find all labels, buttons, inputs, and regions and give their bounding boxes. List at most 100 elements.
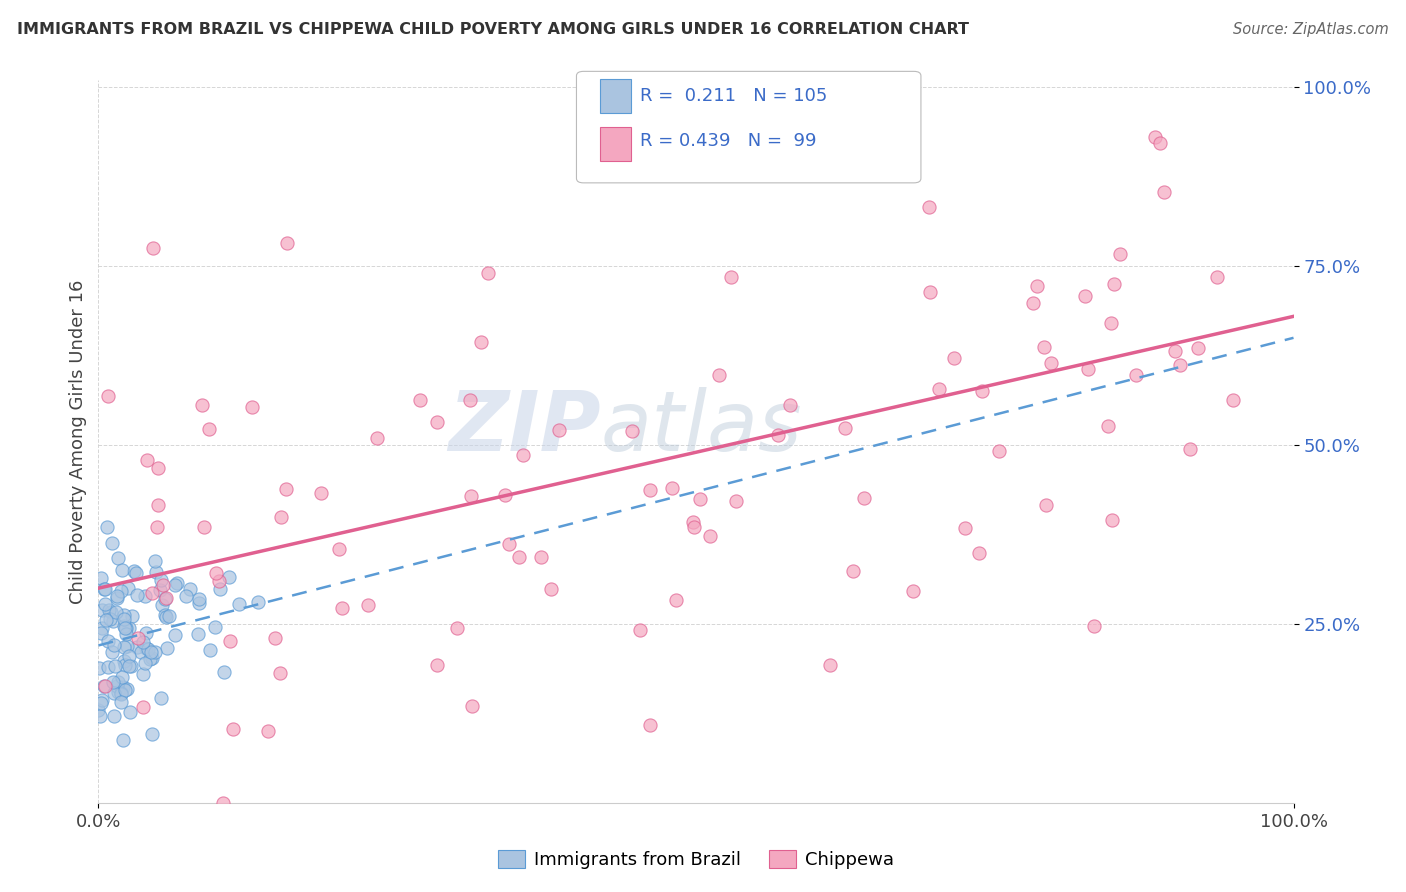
Point: [122, 564, 145, 578]
Point: [153, 592, 176, 607]
Point: [110, 686, 132, 700]
Point: [779, 399, 801, 413]
Point: [188, 596, 211, 610]
Point: [155, 640, 177, 655]
Point: [547, 423, 569, 437]
Point: [166, 576, 188, 591]
Point: [146, 519, 169, 533]
Point: [103, 675, 125, 690]
Point: [105, 591, 128, 606]
Point: [842, 564, 865, 578]
Point: [103, 708, 125, 723]
Point: [1077, 362, 1099, 376]
Point: [134, 590, 156, 604]
Point: [366, 431, 388, 445]
Point: [97, 634, 120, 648]
Point: [114, 621, 136, 635]
Point: [90, 571, 112, 585]
Point: [191, 398, 214, 412]
Point: [125, 588, 148, 602]
Point: [987, 444, 1010, 458]
Point: [638, 483, 661, 498]
Point: [100, 605, 122, 619]
Legend: Immigrants from Brazil, Chippewa: Immigrants from Brazil, Chippewa: [491, 843, 901, 876]
Point: [256, 724, 278, 739]
Point: [953, 521, 976, 535]
Point: [1164, 344, 1187, 359]
Point: [1022, 295, 1045, 310]
Text: ZIP: ZIP: [447, 386, 600, 467]
Point: [141, 727, 163, 741]
Point: [1206, 269, 1229, 284]
Point: [90, 603, 112, 617]
Point: [661, 481, 683, 495]
Point: [118, 705, 141, 719]
Point: [103, 639, 125, 653]
Point: [446, 621, 468, 635]
Point: [620, 425, 643, 439]
Point: [117, 582, 139, 596]
Point: [93, 679, 115, 693]
Y-axis label: Child Poverty Among Girls Under 16: Child Poverty Among Girls Under 16: [69, 279, 87, 604]
Point: [112, 607, 135, 622]
Point: [118, 649, 141, 664]
Point: [1039, 356, 1062, 370]
Point: [143, 554, 166, 568]
Point: [150, 598, 173, 612]
Point: [112, 619, 135, 633]
Point: [458, 393, 481, 408]
Point: [155, 591, 177, 606]
Point: [112, 612, 135, 626]
Point: [218, 570, 240, 584]
Point: [89, 709, 111, 723]
Point: [146, 499, 169, 513]
Point: [218, 634, 240, 648]
Point: [97, 660, 120, 674]
Point: [179, 582, 201, 597]
Point: [114, 657, 136, 672]
Point: [136, 641, 159, 656]
Point: [111, 680, 134, 694]
Point: [145, 566, 167, 580]
Point: [142, 241, 165, 255]
Point: [200, 643, 222, 657]
Point: [101, 535, 124, 549]
Point: [1026, 279, 1049, 293]
Point: [150, 574, 173, 588]
Point: [132, 635, 155, 649]
Point: [264, 631, 287, 645]
Point: [720, 270, 742, 285]
Point: [529, 550, 551, 565]
Point: [222, 722, 245, 736]
Point: [247, 594, 270, 608]
Point: [330, 600, 353, 615]
Point: [1097, 418, 1119, 433]
Point: [212, 796, 235, 810]
Point: [104, 659, 127, 673]
Point: [689, 492, 711, 507]
Point: [664, 593, 686, 607]
Point: [725, 493, 748, 508]
Point: [165, 578, 187, 592]
Point: [98, 611, 121, 625]
Point: [512, 448, 534, 462]
Point: [107, 679, 129, 693]
Point: [942, 351, 965, 366]
Point: [90, 621, 112, 635]
Point: [129, 644, 152, 658]
Point: [1149, 136, 1171, 150]
Point: [970, 384, 993, 398]
Point: [967, 546, 990, 560]
Point: [149, 582, 172, 597]
Point: [139, 652, 162, 666]
Point: [309, 486, 332, 500]
Point: [135, 641, 157, 656]
Point: [1178, 442, 1201, 456]
Point: [1101, 512, 1123, 526]
Point: [1168, 359, 1191, 373]
Point: [409, 392, 432, 407]
Point: [117, 681, 139, 696]
Point: [112, 640, 135, 655]
Point: [240, 400, 263, 414]
Point: [107, 674, 129, 689]
